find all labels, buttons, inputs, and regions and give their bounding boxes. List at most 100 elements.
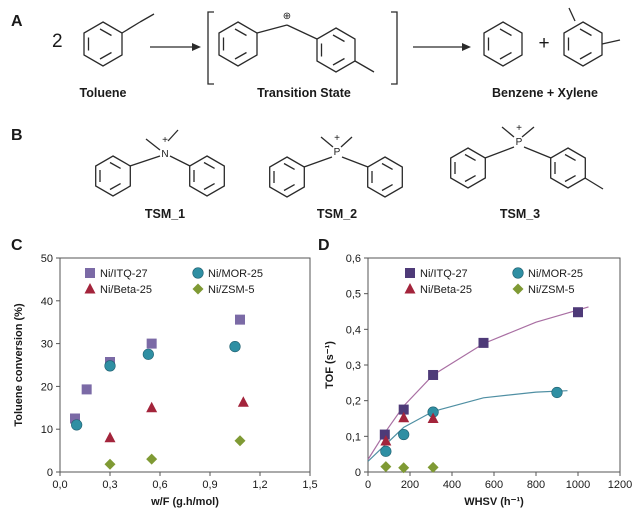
- data-point-ni-itq-27: [81, 384, 92, 395]
- y-axis-label: Toluene conversion (%): [13, 303, 25, 427]
- x-axis-label: WHSV (h⁻¹): [464, 496, 524, 508]
- data-point-ni-beta-25: [427, 412, 439, 423]
- panel-d-label: D: [318, 237, 330, 254]
- y-axis-label: TOF (s⁻¹): [324, 341, 336, 389]
- data-point-ni-beta-25: [237, 396, 249, 407]
- x-tick-label: 800: [527, 479, 545, 491]
- fit-curve-ni-mor-25: [367, 390, 568, 462]
- tsm-2-charge: +: [334, 133, 340, 144]
- tsm-1-caption: TSM_1: [145, 207, 185, 221]
- data-point-ni-itq-27: [478, 337, 489, 348]
- products-caption: Benzene + Xylene: [492, 86, 598, 100]
- reactant-coefficient: 2: [52, 31, 63, 52]
- panel-a-label: A: [11, 13, 23, 30]
- y-tick-label: 0,4: [346, 324, 361, 336]
- reaction-arrow-1: [150, 43, 201, 51]
- tsm-1-charge: +: [162, 135, 168, 146]
- y-tick-label: 0,3: [346, 360, 361, 372]
- tsm-1-heteroatom: N: [161, 149, 168, 160]
- data-point-ni-mor-25: [142, 348, 154, 360]
- panel-b-label: B: [11, 127, 23, 144]
- y-tick-label: 0,1: [346, 431, 361, 443]
- legend-marker-ni-itq-27: [85, 268, 95, 278]
- chart-tof: 0 200 400 600 800 1000 1200 0 0,1 0,2 0,3 0,4 0,5 0,6…: [324, 253, 632, 508]
- data-point-ni-beta-25: [104, 431, 116, 443]
- panel-b: B N + TSM_1 P + TSM_2: [11, 123, 604, 221]
- y-tick-label: 50: [41, 253, 53, 265]
- legend-marker-ni-zsm-5: [192, 283, 204, 295]
- x-tick-label: 1200: [608, 479, 632, 491]
- legend-label-ni-zsm-5: Ni/ZSM-5: [528, 284, 574, 296]
- data-point-ni-itq-27: [379, 429, 390, 440]
- data-point-ni-zsm-5: [427, 461, 439, 473]
- transition-state-caption: Transition State: [257, 86, 351, 100]
- y-tick-label: 0,5: [346, 289, 361, 301]
- data-point-ni-mor-25: [551, 386, 563, 399]
- data-point-ni-mor-25: [229, 340, 241, 353]
- y-tick-label: 40: [41, 296, 53, 308]
- data-point-ni-itq-27: [235, 314, 245, 325]
- data-point-ni-zsm-5: [380, 461, 392, 473]
- plot-frame: [59, 257, 311, 473]
- panel-c-label: C: [11, 237, 23, 254]
- carbocation-charge: ⊕: [283, 11, 291, 22]
- legend-marker-ni-beta-25: [404, 283, 416, 294]
- data-point-ni-itq-27: [428, 369, 439, 380]
- data-point-ni-beta-25: [380, 434, 392, 446]
- x-tick-label: 0: [365, 479, 371, 491]
- x-tick-label: 1,5: [302, 479, 317, 491]
- toluene-caption: Toluene: [80, 86, 127, 100]
- data-point-ni-mor-25: [380, 445, 392, 457]
- legend-label-ni-itq-27: Ni/ITQ-27: [100, 268, 148, 280]
- legend-marker-ni-mor-25: [512, 267, 524, 279]
- tsm-1-molecule: N +: [95, 129, 225, 197]
- benzene-molecule: [483, 21, 523, 67]
- plot-frame: [367, 257, 621, 473]
- data-point-ni-beta-25: [146, 401, 158, 413]
- x-tick-label: 1,2: [252, 479, 267, 491]
- tsm-3-caption: TSM_3: [500, 207, 540, 221]
- panel-a: A 2 Toluene ⊕ Transition State: [11, 7, 621, 100]
- data-point-ni-itq-27: [70, 413, 80, 424]
- legend-marker-ni-itq-27: [405, 268, 415, 278]
- tsm-3-molecule: P +: [450, 123, 604, 190]
- y-tick-label: 0: [355, 467, 361, 479]
- toluene-molecule: [83, 13, 155, 67]
- data-point-ni-mor-25: [104, 360, 116, 372]
- legend-marker-ni-beta-25: [84, 283, 96, 294]
- y-tick-label: 30: [41, 339, 53, 351]
- x-axis-label: w/F (g.h/mol): [150, 496, 219, 508]
- y-tick-label: 20: [41, 381, 53, 393]
- x-tick-label: 200: [401, 479, 419, 491]
- data-point-ni-zsm-5: [234, 435, 246, 447]
- legend-label-ni-mor-25: Ni/MOR-25: [528, 268, 583, 280]
- tsm-2-molecule: P +: [269, 133, 403, 198]
- legend-label-ni-itq-27: Ni/ITQ-27: [420, 268, 468, 280]
- xylene-molecule: [563, 7, 621, 67]
- tsm-3-charge: +: [516, 123, 522, 134]
- tsm-2-caption: TSM_2: [317, 207, 357, 221]
- legend-label-ni-beta-25: Ni/Beta-25: [100, 284, 152, 296]
- x-tick-label: 0,3: [102, 479, 117, 491]
- tsm-2-heteroatom: P: [334, 147, 341, 158]
- data-point-ni-mor-25: [71, 419, 83, 431]
- chart-toluene-conversion: 0,0 0,3 0,6 0,9 1,2 1,5 0 10 20 30 40 50 w/F (g.h/mo…: [13, 253, 318, 508]
- data-point-ni-itq-27: [398, 404, 409, 415]
- data-point-ni-itq-27: [573, 307, 583, 318]
- tsm-3-heteroatom: P: [516, 137, 523, 148]
- y-tick-label: 0: [47, 467, 53, 479]
- data-point-ni-beta-25: [398, 411, 410, 423]
- data-point-ni-zsm-5: [398, 462, 410, 474]
- y-tick-label: 0,6: [346, 253, 361, 265]
- x-tick-label: 0,0: [52, 479, 67, 491]
- reaction-arrow-2: [413, 43, 471, 51]
- data-point-ni-itq-27: [146, 338, 157, 349]
- legend-label-ni-mor-25: Ni/MOR-25: [208, 268, 263, 280]
- legend-label-ni-zsm-5: Ni/ZSM-5: [208, 284, 254, 296]
- x-tick-label: 600: [485, 479, 503, 491]
- x-tick-label: 0,9: [202, 479, 217, 491]
- data-point-ni-mor-25: [398, 428, 410, 441]
- x-tick-label: 1000: [566, 479, 590, 491]
- data-point-ni-zsm-5: [104, 458, 116, 470]
